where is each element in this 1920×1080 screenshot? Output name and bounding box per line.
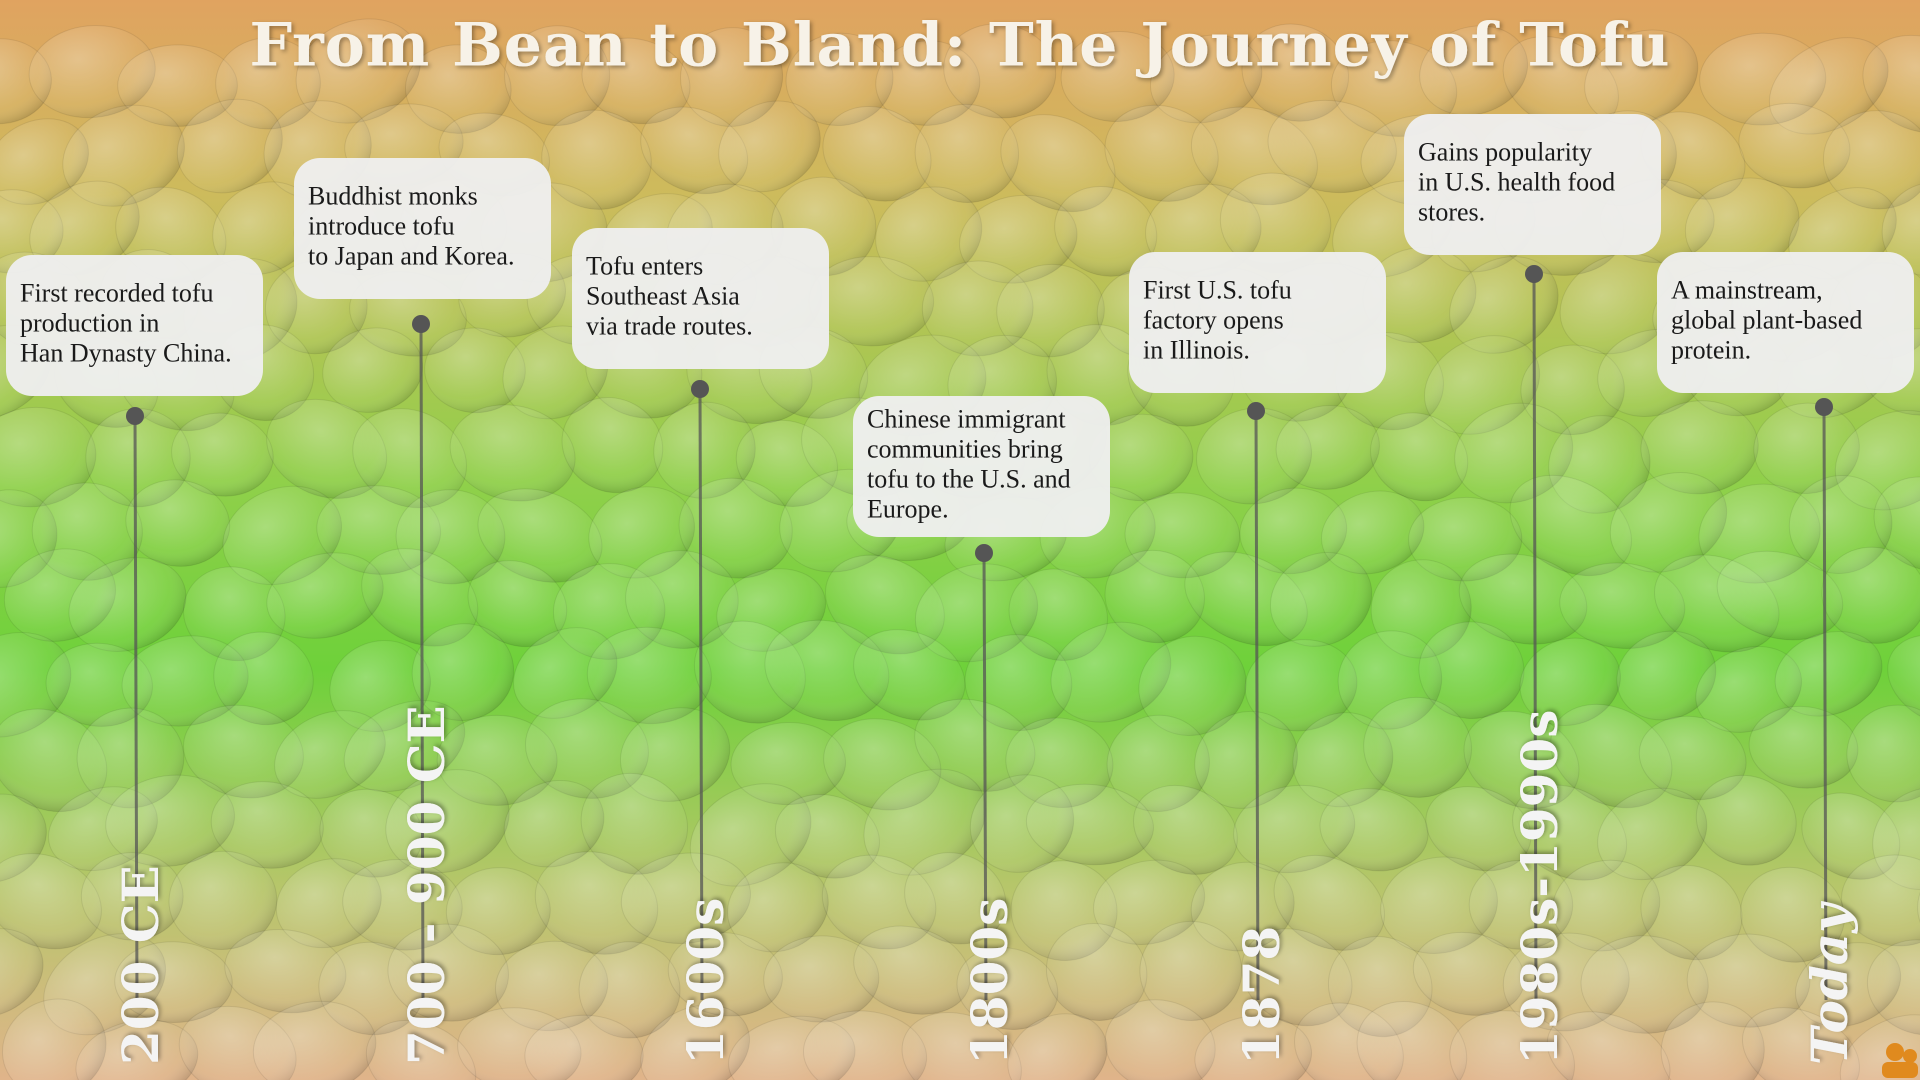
pin-head [1247, 402, 1265, 420]
event-text: in Illinois. [1143, 335, 1250, 364]
bean [561, 397, 664, 494]
bean [1695, 774, 1797, 866]
bean [1269, 552, 1373, 647]
pin-head [691, 380, 709, 398]
event-box [1129, 252, 1386, 393]
event-text: production in [20, 308, 159, 337]
pin-line [698, 388, 704, 1001]
event-text: stores. [1418, 197, 1485, 226]
bean [718, 100, 821, 193]
event-date: 700 - 900 CE [397, 705, 456, 1065]
bean [640, 1004, 751, 1080]
bean [168, 850, 278, 951]
pin-line [982, 552, 988, 1001]
event-date: Today [1800, 901, 1859, 1065]
bean [956, 947, 1059, 1031]
pin-line [1822, 406, 1828, 1001]
event-text: protein. [1671, 335, 1751, 364]
bean [1741, 1007, 1860, 1080]
bean [1774, 631, 1883, 717]
event-date: 1878 [1232, 926, 1291, 1065]
pin-head [126, 407, 144, 425]
event-date: 200 CE [111, 865, 170, 1065]
event-text: introduce tofu [308, 211, 455, 240]
pin-head [1525, 265, 1543, 283]
event-text: First recorded tofu [20, 278, 214, 307]
event-text: global plant-based [1671, 305, 1862, 334]
pin-line [1532, 273, 1538, 1001]
event-text: factory opens [1143, 305, 1284, 334]
pin-head [975, 544, 993, 562]
title: From Bean to Bland: The Journey of Tofu [250, 11, 1671, 81]
event-text: in U.S. health food [1418, 167, 1615, 196]
event-date: 1980s-1990s [1510, 710, 1569, 1065]
pin-head [1815, 398, 1833, 416]
event-text: Buddhist monks [308, 181, 478, 210]
bean [1045, 923, 1148, 1021]
event-text: to Japan and Korea. [308, 241, 514, 270]
bean [1839, 1014, 1920, 1080]
bean [1007, 1013, 1108, 1080]
event-box [853, 396, 1110, 537]
bean [901, 1012, 1022, 1080]
bean [1881, 181, 1920, 277]
bean [365, 1019, 477, 1080]
event-text: communities bring [867, 434, 1063, 463]
event-box [1657, 252, 1914, 393]
event-box [6, 255, 263, 396]
bean [68, 557, 187, 652]
logo [1882, 1043, 1918, 1078]
event-box [294, 158, 551, 299]
event-date: 1800s [960, 898, 1019, 1065]
event-text: Han Dynasty China. [20, 338, 232, 367]
event-text: Gains popularity [1418, 137, 1592, 166]
event-text: A mainstream, [1671, 275, 1823, 304]
pin-line [1254, 410, 1260, 1001]
event-text: First U.S. tofu [1143, 275, 1292, 304]
pin-line [133, 415, 139, 1001]
event-box [572, 228, 829, 369]
bean [1917, 858, 1920, 954]
bean [0, 928, 44, 1018]
event-text: Southeast Asia [586, 281, 740, 310]
bean [1887, 634, 1920, 727]
event-text: tofu to the U.S. and [867, 464, 1071, 493]
pin-head [412, 315, 430, 333]
event-text: via trade routes. [586, 311, 753, 340]
event-text: Tofu enters [586, 251, 703, 280]
event-text: Europe. [867, 494, 949, 523]
pin-line [419, 323, 425, 1001]
bean [853, 629, 966, 721]
bean [1319, 788, 1429, 872]
event-box [1404, 114, 1661, 255]
bean [385, 769, 510, 874]
event-date: 1600s [676, 898, 735, 1065]
event-text: Chinese immigrant [867, 404, 1066, 433]
bean [1616, 630, 1717, 721]
